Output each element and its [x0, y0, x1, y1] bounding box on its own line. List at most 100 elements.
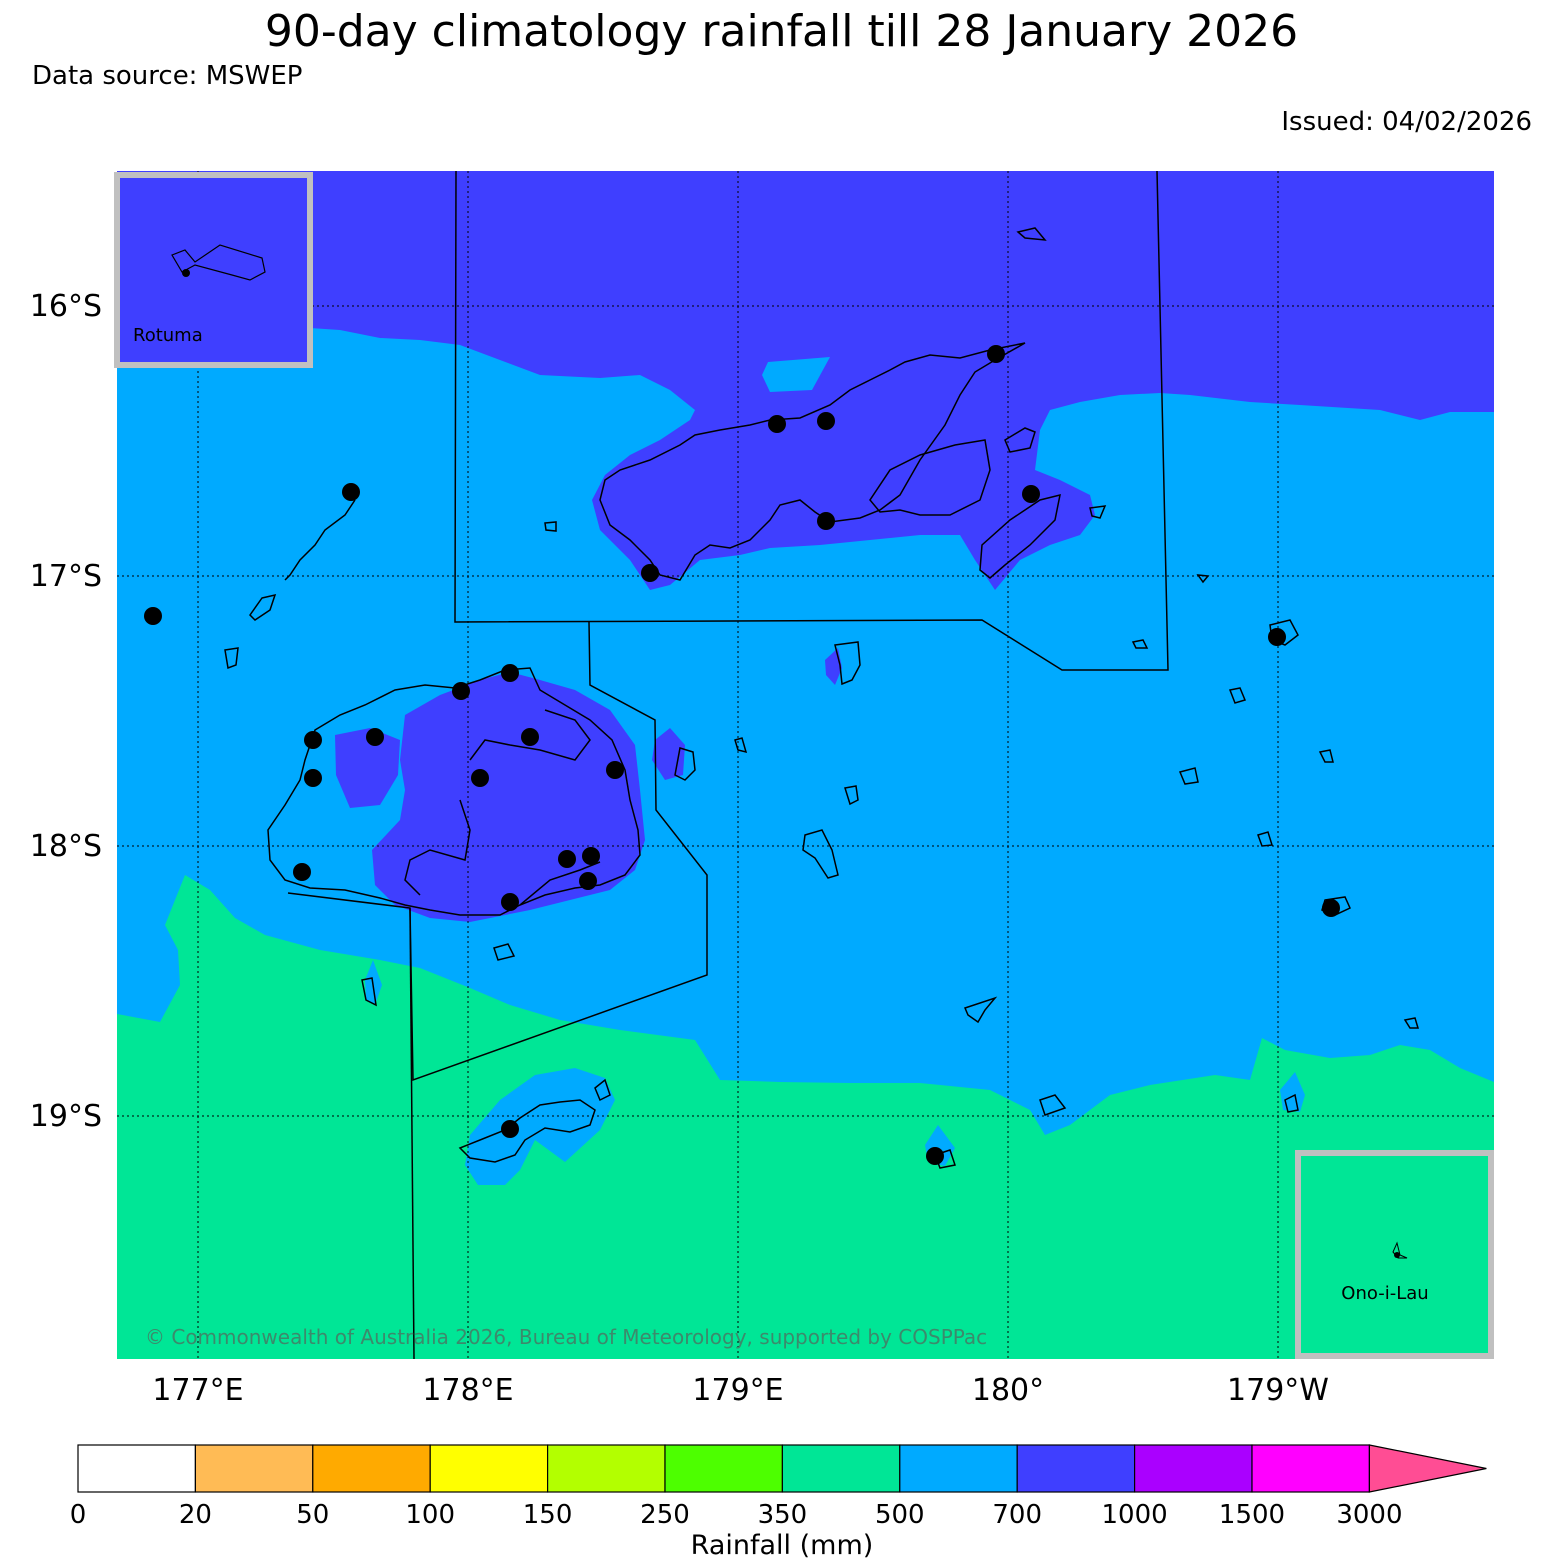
- station-dot: [501, 664, 519, 682]
- beqa-coast: [493, 943, 516, 961]
- islet-4: [1403, 1017, 1420, 1029]
- station-dot: [926, 1147, 944, 1165]
- data-source: Data source: MSWEP: [32, 61, 303, 91]
- islet-5: [1318, 749, 1334, 763]
- viti-levu-interior-2: [404, 799, 471, 896]
- station-dot: [1322, 899, 1340, 917]
- rain-zone-500-700-island-sw: [365, 960, 382, 1005]
- colorbar-segment: [312, 1444, 431, 1493]
- station-dot: [606, 761, 624, 779]
- lon-label: 179°W: [1227, 1373, 1329, 1408]
- stations: [144, 345, 1340, 1165]
- viti-levu-interior-3: [519, 861, 601, 906]
- colorbar-tick-label: 350: [758, 1500, 808, 1530]
- colorbar-segment: [899, 1444, 1018, 1493]
- lon-label: 177°E: [152, 1373, 243, 1408]
- koro-coast: [834, 641, 861, 686]
- station-dot: [144, 607, 162, 625]
- inset-label-ono-i-lau: Ono-i-Lau: [1341, 1283, 1428, 1304]
- colorbar-tick-label: 250: [640, 1500, 690, 1530]
- waya-coast: [224, 647, 239, 670]
- station-dot: [641, 564, 659, 582]
- colorbar-tick-label: 500: [875, 1500, 925, 1530]
- latitude-labels: 16°S 17°S 18°S 19°S: [30, 289, 102, 1134]
- station-dot: [768, 415, 786, 433]
- colorbar: 0 20 50 100 150 250 350 500 700 1000 1500 3000: [70, 1444, 1487, 1530]
- colorbar-segment: [429, 1444, 549, 1493]
- colorbar-tick-label: 1000: [1102, 1500, 1168, 1530]
- station-dot: [1022, 485, 1040, 503]
- colorbar-tick-label: 50: [296, 1500, 329, 1530]
- lat-label: 17°S: [30, 559, 102, 594]
- colorbar-segment: [664, 1444, 784, 1493]
- kabara-coast: [1284, 1093, 1299, 1113]
- islet-6: [1089, 505, 1107, 519]
- gau-coast: [802, 829, 839, 879]
- islet-north: [1016, 227, 1047, 241]
- inset-rotuma: Rotuma: [114, 172, 313, 368]
- islet-9: [1131, 639, 1149, 649]
- cicia-coast: [1228, 687, 1247, 704]
- viti-levu-coast: [267, 667, 641, 916]
- division-boundaries: [287, 171, 1169, 1359]
- islet-7: [544, 521, 557, 532]
- station-dot: [501, 1120, 519, 1138]
- station-dot: [342, 483, 360, 501]
- vanua-levu-coast: [599, 342, 1026, 581]
- colorbar-segment: [194, 1444, 314, 1493]
- station-dot: [582, 847, 600, 865]
- lat-label: 19°S: [30, 1099, 102, 1134]
- station-dot: [304, 731, 322, 749]
- graticule: [117, 171, 1494, 1359]
- station-dot: [987, 345, 1005, 363]
- station-dot: [471, 769, 489, 787]
- lon-label: 178°E: [422, 1373, 513, 1408]
- viti-levu-interior-1: [469, 709, 591, 761]
- longitude-labels: 177°E 178°E 179°E 180° 179°W: [152, 1373, 1329, 1408]
- colorbar-tick-label: 1500: [1219, 1500, 1285, 1530]
- inset-label-rotuma: Rotuma: [133, 325, 203, 346]
- rain-zone-500-700-pocket: [762, 357, 830, 392]
- qamea-coast: [1004, 427, 1036, 453]
- issued-date: Issued: 04/02/2026: [1281, 107, 1532, 137]
- lat-label: 16°S: [30, 289, 102, 324]
- taveuni-coast: [979, 493, 1061, 579]
- station-dot: [182, 269, 190, 277]
- yasawa-chain: [284, 499, 356, 581]
- totoya-coast: [1039, 1094, 1067, 1116]
- colorbar-tick-label: 20: [179, 1500, 212, 1530]
- colorbar-segment: [1016, 1444, 1136, 1493]
- colorbar-tick-label: 700: [992, 1500, 1042, 1530]
- station-dot: [579, 872, 597, 890]
- colorbar-tick-label: 100: [405, 1500, 455, 1530]
- colorbar-segment: [781, 1444, 901, 1493]
- colorbar-tick-label: 3000: [1336, 1500, 1402, 1530]
- colorbar-title: Rainfall (mm): [691, 1530, 874, 1561]
- naviti-coast: [249, 593, 277, 621]
- ovalau-coast: [674, 747, 696, 781]
- lon-label: 180°: [972, 1373, 1044, 1408]
- station-dot: [366, 728, 384, 746]
- islet-1: [734, 737, 748, 754]
- moala-coast: [963, 996, 998, 1024]
- station-dot: [1394, 1252, 1400, 1258]
- rain-zone-350-500: [117, 875, 1494, 1359]
- colorbar-tick-label: 150: [523, 1500, 573, 1530]
- colorbar-extension: [1368, 1444, 1487, 1493]
- islet-8: [1196, 574, 1210, 584]
- station-dot: [452, 682, 470, 700]
- rain-zone-700-1000-west: [335, 728, 400, 808]
- map-area: © Commonwealth of Australia 2026, Bureau…: [117, 171, 1494, 1359]
- station-dot: [293, 863, 311, 881]
- vatulele-coast: [361, 977, 377, 1007]
- islet-2: [844, 785, 859, 806]
- nayau-coast: [1178, 767, 1199, 785]
- lon-label: 179°E: [692, 1373, 783, 1408]
- colorbar-segment: [1133, 1444, 1253, 1493]
- islet-3: [1257, 831, 1273, 847]
- lat-label: 18°S: [30, 829, 102, 864]
- colorbar-segment: [1251, 1444, 1371, 1493]
- ono-coast: [594, 1078, 611, 1102]
- coastlines: [224, 227, 1420, 1169]
